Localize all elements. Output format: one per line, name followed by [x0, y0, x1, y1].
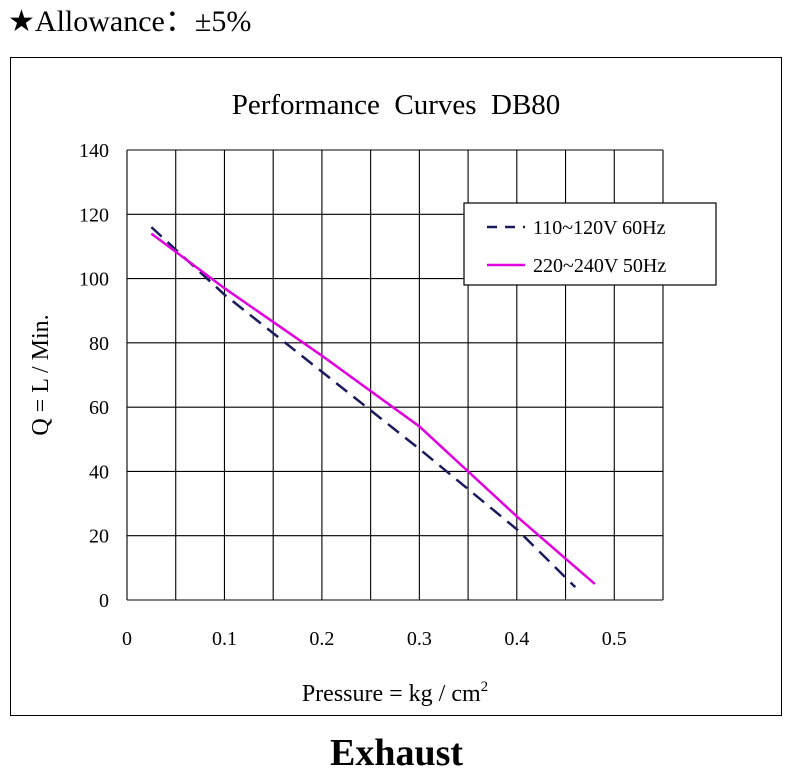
- footer-caption: Exhaust: [329, 732, 464, 774]
- x-axis-label: Pressure = kg / cm2: [302, 679, 488, 707]
- y-tick-label: 100: [79, 269, 109, 291]
- x-tick-label: 0.4: [504, 628, 529, 650]
- y-tick-label: 140: [79, 140, 109, 162]
- y-tick-label: 120: [79, 204, 109, 226]
- legend-label-220-240v: 220~240V 50Hz: [533, 255, 666, 277]
- series-lines: [150, 226, 596, 589]
- y-tick-label: 60: [89, 397, 109, 419]
- star-icon: ★: [8, 5, 35, 38]
- legend: 110~120V 60Hz 220~240V 50Hz: [463, 202, 717, 286]
- chart-frame: [10, 57, 782, 716]
- y-axis-label: Q = L / Min.: [28, 314, 54, 435]
- x-tick-label: 0: [122, 628, 132, 650]
- y-tick-label: 80: [89, 333, 109, 355]
- allowance-note: ★Allowance：±5%: [8, 2, 251, 42]
- y-tick-label: 0: [99, 590, 109, 612]
- y-tick-label: 20: [89, 526, 109, 548]
- x-tick-label: 0.3: [407, 628, 432, 650]
- legend-box: [463, 202, 717, 286]
- y-tick-label: 40: [89, 461, 109, 483]
- x-axis-label-superscript: 2: [481, 679, 489, 695]
- y-axis-label-text: Q = L / Min.: [28, 314, 54, 435]
- x-tick-label: 0.2: [309, 628, 334, 650]
- x-tick-label: 0.5: [602, 628, 627, 650]
- series-line-1: [150, 232, 596, 585]
- series-line-0: [150, 226, 577, 589]
- x-axis-label-text: Pressure = kg / cm: [302, 681, 481, 707]
- x-tick-label: 0.1: [212, 628, 237, 650]
- allowance-text: Allowance：±5%: [34, 5, 252, 38]
- legend-label-110-120v: 110~120V 60Hz: [533, 217, 666, 239]
- chart-title: Performance Curves DB80: [232, 89, 561, 121]
- tick-labels: 0 20 40 60 80 100 120 140 0 0.1 0.2 0.3 0.4 0.5: [79, 140, 627, 650]
